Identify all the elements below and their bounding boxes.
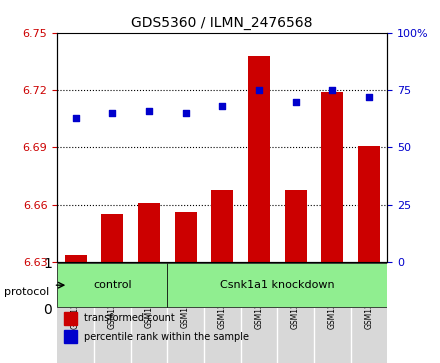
Bar (285, 189, 307, 262)
Point (219, 103, 226, 109)
Bar (248, 56, 270, 262)
Bar (64, 312, 77, 325)
Bar (138, 203, 160, 262)
Point (255, 87, 262, 93)
Bar (321, 92, 343, 262)
Text: protocol: protocol (4, 287, 50, 297)
Text: Csnk1a1 knockdown: Csnk1a1 knockdown (220, 280, 334, 290)
Bar (358, 146, 380, 262)
Point (329, 87, 336, 93)
Title: GDS5360 / ILMN_2476568: GDS5360 / ILMN_2476568 (132, 16, 313, 30)
Text: control: control (93, 280, 132, 290)
Bar (175, 212, 197, 262)
Point (145, 108, 152, 114)
Point (292, 99, 299, 105)
Bar (65, 254, 87, 262)
FancyBboxPatch shape (167, 263, 387, 307)
Bar (101, 215, 123, 262)
FancyBboxPatch shape (57, 263, 167, 307)
Text: transformed count: transformed count (84, 313, 174, 323)
Bar (64, 330, 77, 343)
Point (72, 115, 79, 121)
Point (109, 110, 116, 116)
Point (365, 94, 372, 100)
Point (182, 110, 189, 116)
Text: percentile rank within the sample: percentile rank within the sample (84, 332, 249, 342)
Bar (211, 189, 233, 262)
